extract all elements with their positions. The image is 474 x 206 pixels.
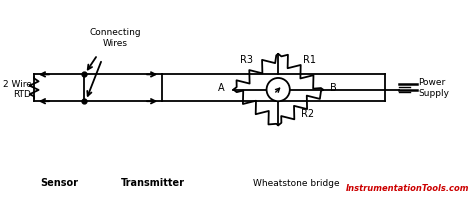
Text: Wheatstone bridge: Wheatstone bridge	[253, 179, 339, 188]
Text: Transmitter: Transmitter	[121, 178, 185, 188]
Circle shape	[266, 78, 290, 101]
Text: R2: R2	[301, 109, 314, 119]
Text: Sensor: Sensor	[40, 178, 78, 188]
Text: Connecting
Wires: Connecting Wires	[90, 28, 141, 48]
Text: R1: R1	[303, 55, 316, 64]
Text: A: A	[218, 83, 225, 93]
Text: R3: R3	[240, 55, 254, 64]
Text: B: B	[330, 83, 337, 93]
Text: Power
Supply: Power Supply	[419, 78, 449, 97]
Text: 2 Wire
RTD: 2 Wire RTD	[2, 80, 31, 99]
Text: InstrumentationTools.com: InstrumentationTools.com	[346, 184, 470, 193]
